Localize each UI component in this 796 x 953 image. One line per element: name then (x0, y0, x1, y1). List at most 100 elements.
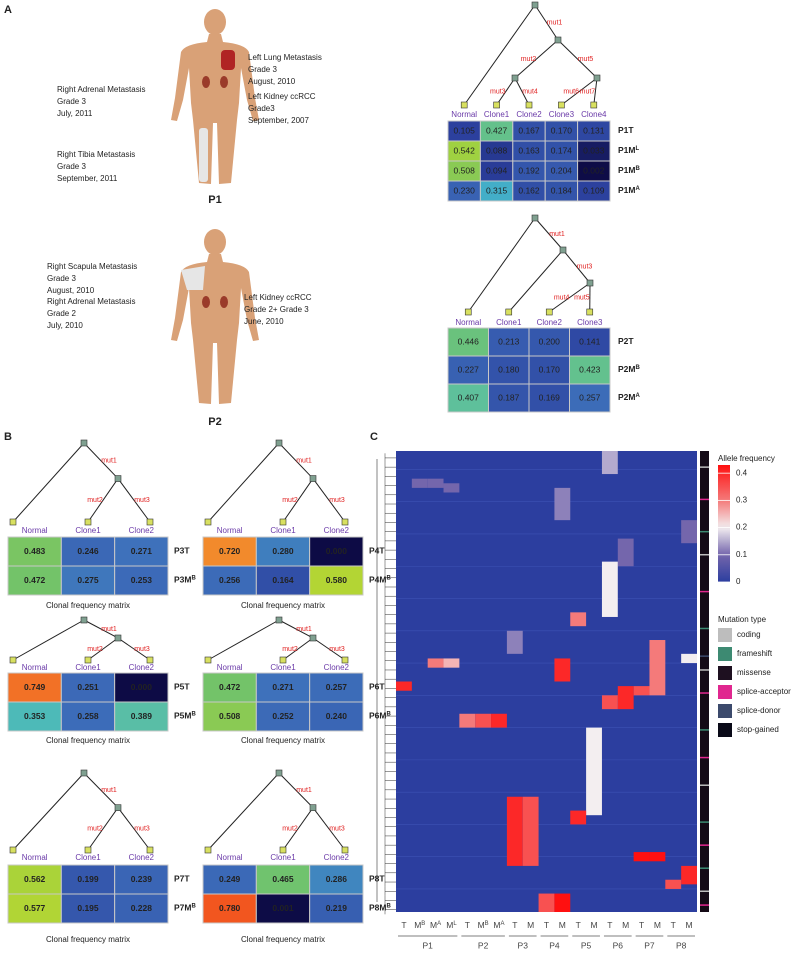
cell-value: 0.163 (518, 145, 540, 155)
cell-value: 0.162 (518, 185, 540, 195)
cell-value: 0.088 (486, 145, 508, 155)
cell-value: 0.169 (539, 392, 561, 402)
tree-node (593, 74, 601, 82)
row-label-text: M (686, 920, 693, 930)
heatmap-block (443, 483, 460, 493)
leaf-node (525, 101, 533, 109)
clone-label: Clone2 (129, 526, 155, 535)
clone-label: Clone2 (324, 853, 350, 862)
legend-label: coding (737, 630, 761, 639)
group-label: P7 (644, 940, 655, 950)
tree-edge (496, 77, 516, 106)
kidney (202, 76, 210, 88)
row-label-text: P8M (369, 903, 386, 913)
leaf-node (84, 518, 92, 526)
cell-value: 0.213 (498, 336, 520, 346)
mutation-label: mut3 (329, 497, 345, 504)
row-label: MA (493, 920, 504, 930)
heatmap-block (491, 713, 507, 728)
row-label-text: T (465, 920, 470, 930)
row-label-text: P1T (618, 125, 634, 135)
leaf-node (460, 101, 468, 109)
cell-value: 0.275 (77, 575, 99, 585)
cell-value: 0.184 (551, 185, 573, 195)
mutation-label: mut2 (87, 826, 103, 833)
row-label-sup: L (453, 921, 457, 927)
cell-value: 0.180 (498, 364, 520, 374)
matrix-cell (255, 893, 311, 924)
legend-swatch (718, 666, 732, 680)
cell-value: 0.280 (272, 546, 294, 556)
heatmap-block (411, 478, 428, 488)
leaf-node (505, 308, 513, 316)
tree-edge (514, 77, 530, 106)
row-label: T (639, 920, 644, 930)
cell-value: 0.204 (551, 165, 573, 175)
row-label-text: P6M (369, 711, 386, 721)
mutation-label: mut3 (329, 646, 345, 653)
heatmap-block (681, 865, 697, 885)
row-label: P7MB (174, 903, 196, 913)
row-label: T (607, 920, 612, 930)
matrix-cell (488, 327, 530, 357)
row-label: P8MB (369, 903, 391, 913)
row-label-sup: B (191, 903, 196, 909)
mutation-label: mut7 (580, 88, 596, 95)
row-label-text: T (639, 920, 644, 930)
matrix-cell (202, 701, 257, 732)
colorbar-tick-label: 0.4 (736, 468, 748, 477)
colorbar-tick-label: 0.3 (736, 495, 748, 504)
heatmap-block (586, 727, 602, 816)
site-annotation: Grade 3 (57, 162, 86, 171)
tree-edge (12, 619, 85, 661)
cell-value: 0.251 (77, 682, 99, 692)
site-annotation: Right Tibia Metastasis (57, 150, 135, 159)
leaf-node (146, 846, 154, 854)
mutation-label: mut3 (134, 497, 150, 504)
mutation-label: mut2 (87, 497, 103, 504)
tree-node (586, 279, 594, 287)
tree-edge (534, 4, 559, 41)
leaf-node (146, 518, 154, 526)
row-label: P5MB (174, 711, 196, 721)
cell-value: 0.239 (131, 874, 153, 884)
matrix-cell (114, 701, 169, 732)
row-label: P3T (174, 546, 190, 556)
matrix-cell (309, 864, 364, 895)
cell-value: 0.508 (454, 165, 476, 175)
tree-edge (561, 77, 598, 106)
group-label: P8 (676, 940, 687, 950)
matrix-cell (60, 864, 116, 895)
heatmap-block (459, 713, 476, 728)
row-label: P2MB (618, 364, 640, 374)
mutation-label: mut2 (282, 646, 298, 653)
cell-value: 0.427 (486, 125, 508, 135)
tree-node (80, 616, 88, 624)
colorbar (718, 465, 730, 582)
tree-edge (278, 442, 314, 479)
clone-label: Clone1 (270, 853, 296, 862)
row-label: P7T (174, 874, 190, 884)
site-annotation: Grade 3 (47, 274, 76, 283)
site-annotation: Left Kidney ccRCC (248, 92, 316, 101)
tree-edge (207, 619, 280, 661)
tree-edge (12, 772, 85, 851)
heatmap-background (396, 451, 697, 912)
tree-node (559, 246, 567, 254)
body (171, 34, 259, 184)
group-label: P5 (581, 940, 592, 950)
leaf-node (493, 101, 500, 109)
tree-edge (282, 637, 314, 661)
row-label: T (671, 920, 676, 930)
matrix-cell (255, 565, 311, 596)
row-label-text: P1M (618, 145, 635, 155)
row-label-sup: A (501, 921, 505, 927)
matrix-cell (577, 180, 611, 202)
tibia (199, 128, 208, 182)
cell-value: 0.227 (458, 364, 480, 374)
matrix-cell (447, 327, 489, 357)
heatmap-block (649, 640, 666, 696)
heatmap-block (570, 612, 587, 627)
tree-node (275, 769, 283, 777)
